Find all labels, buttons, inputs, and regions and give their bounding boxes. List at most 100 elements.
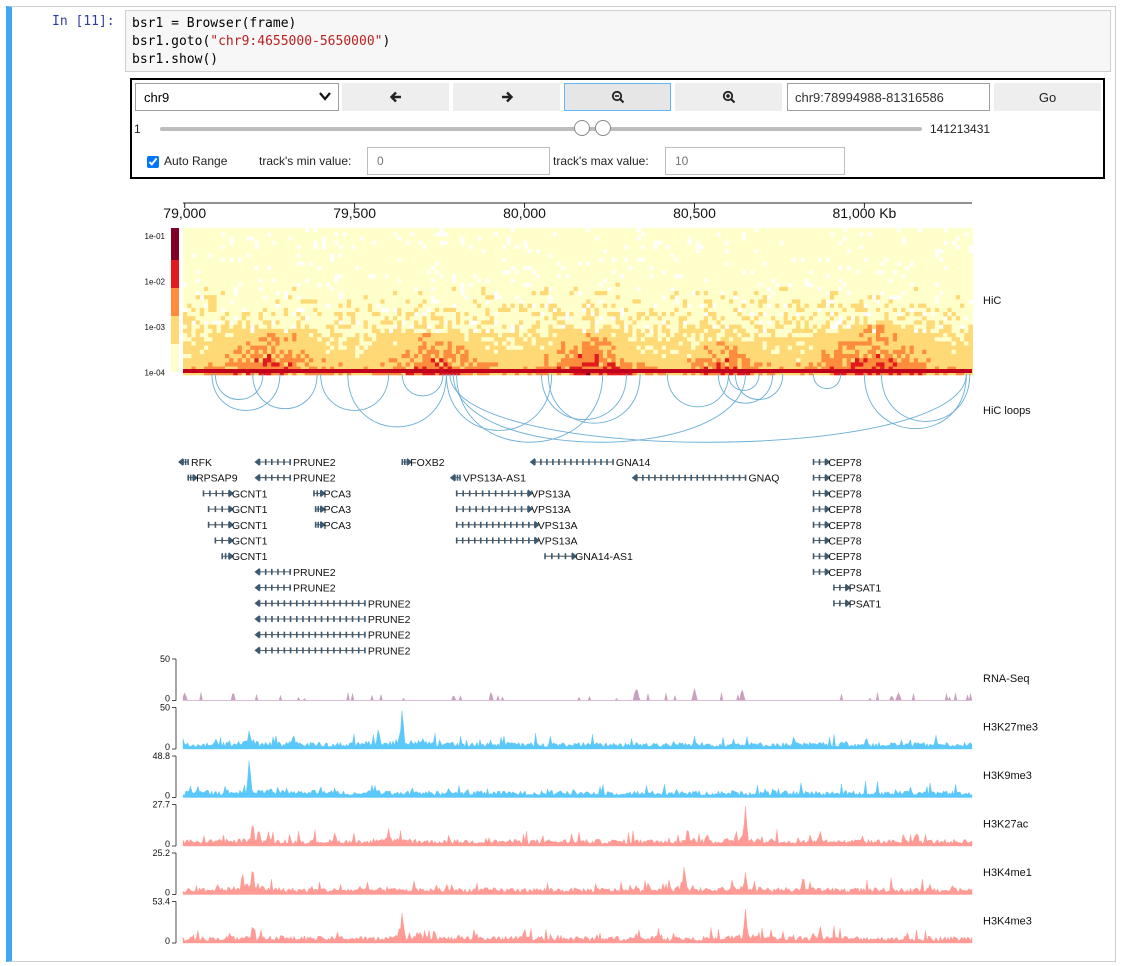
hic-cell (876, 341, 881, 346)
hic-cell (363, 274, 369, 279)
zoom-out-button[interactable] (564, 83, 671, 111)
hic-cell (758, 274, 763, 279)
range-slider-track[interactable] (160, 127, 922, 131)
hic-cell (636, 253, 642, 258)
hic-cell (897, 291, 902, 296)
hic-cell (888, 291, 894, 296)
hic-cell (649, 299, 654, 304)
hic-cell (720, 257, 726, 262)
hic-cell (464, 291, 469, 296)
hic-cell (943, 236, 948, 241)
hic-cell (430, 307, 436, 313)
hic-cell (666, 228, 671, 233)
hic-cell (968, 232, 973, 237)
hic-cell (313, 282, 318, 288)
hic-cell (821, 257, 826, 262)
auto-range-checkbox[interactable] (147, 156, 159, 168)
hic-cell (779, 324, 784, 330)
hic-cell (661, 324, 667, 330)
hic-cell (279, 249, 285, 254)
hic-cell (594, 295, 600, 300)
hic-cell (699, 236, 705, 241)
hic-cell (187, 257, 192, 262)
hic-cell (762, 236, 768, 241)
hic-cell (288, 253, 293, 258)
hic-cell (359, 320, 364, 325)
hic-cell (355, 291, 360, 296)
hic-cell (657, 249, 663, 254)
chromosome-select[interactable]: chr9 (135, 83, 339, 111)
hic-cell (762, 244, 768, 250)
hic-cell (283, 282, 289, 288)
zoom-in-button[interactable] (675, 83, 782, 111)
hic-cell (716, 312, 721, 317)
hic-cell (351, 232, 356, 237)
hic-cell (481, 337, 486, 342)
hic-cell (590, 228, 595, 233)
hic-cell (472, 337, 478, 342)
hic-cell (191, 236, 196, 241)
hic-cell (292, 228, 297, 233)
hic-cell (964, 341, 969, 346)
hic-cell (279, 253, 285, 258)
hic-cell (796, 291, 801, 296)
hic-cell (615, 286, 621, 292)
hic-cell (939, 320, 944, 325)
hic-cell (901, 307, 906, 313)
hic-cell (792, 286, 797, 292)
hic-cell (187, 299, 192, 304)
hic-cell (699, 291, 705, 296)
hic-cell (968, 333, 973, 338)
hic-cell (943, 274, 948, 279)
hic-cell (481, 303, 486, 309)
min-value-input[interactable] (367, 147, 550, 175)
hic-cell (418, 249, 423, 254)
hic-cell (577, 337, 583, 342)
hic-cell (506, 282, 511, 288)
hic-cell (552, 261, 558, 267)
slider-handle-high[interactable] (594, 120, 611, 136)
code-editor[interactable]: bsr1 = Browser(frame) bsr1.goto("chr9:46… (125, 10, 1111, 72)
hic-cell (922, 320, 927, 325)
hic-cell (951, 265, 957, 271)
hic-cell (321, 282, 327, 288)
hic-cell (388, 286, 394, 292)
hic-cell (376, 307, 381, 313)
hic-cell (829, 265, 835, 271)
hic-cell (208, 337, 213, 342)
forward-button[interactable] (453, 83, 560, 111)
hic-cell (729, 265, 734, 271)
hic-cell (796, 333, 801, 338)
hic-cell (884, 333, 889, 338)
go-button[interactable]: Go (994, 83, 1101, 111)
hic-cell (443, 278, 448, 283)
max-value-input[interactable] (665, 147, 845, 175)
hic-cell (817, 291, 822, 296)
hic-cell (913, 253, 919, 258)
hic-cell (300, 303, 306, 309)
hic-cell (183, 261, 188, 267)
hic-cell (456, 291, 461, 296)
hic-cell (187, 270, 192, 275)
slider-handle-low[interactable] (574, 120, 591, 136)
hic-cell (951, 312, 957, 317)
hic-cell (246, 232, 251, 237)
hic-cell (615, 316, 621, 321)
hic-cell (670, 228, 675, 233)
hic-cell (246, 240, 251, 246)
hic-cell (288, 257, 293, 262)
hic-cell (598, 249, 604, 254)
hic-cell (212, 257, 217, 262)
hic-cell (913, 320, 919, 325)
hic-cell (960, 249, 965, 254)
hic-cell (422, 240, 427, 246)
hic-cell (250, 312, 255, 317)
hic-cell (561, 228, 566, 233)
hic-cell (527, 286, 532, 292)
hic-cell (871, 299, 877, 304)
hic-cell (813, 299, 818, 304)
hic-cell (615, 333, 621, 338)
back-button[interactable] (342, 83, 449, 111)
region-input[interactable] (787, 83, 990, 111)
hic-cell (598, 328, 604, 334)
